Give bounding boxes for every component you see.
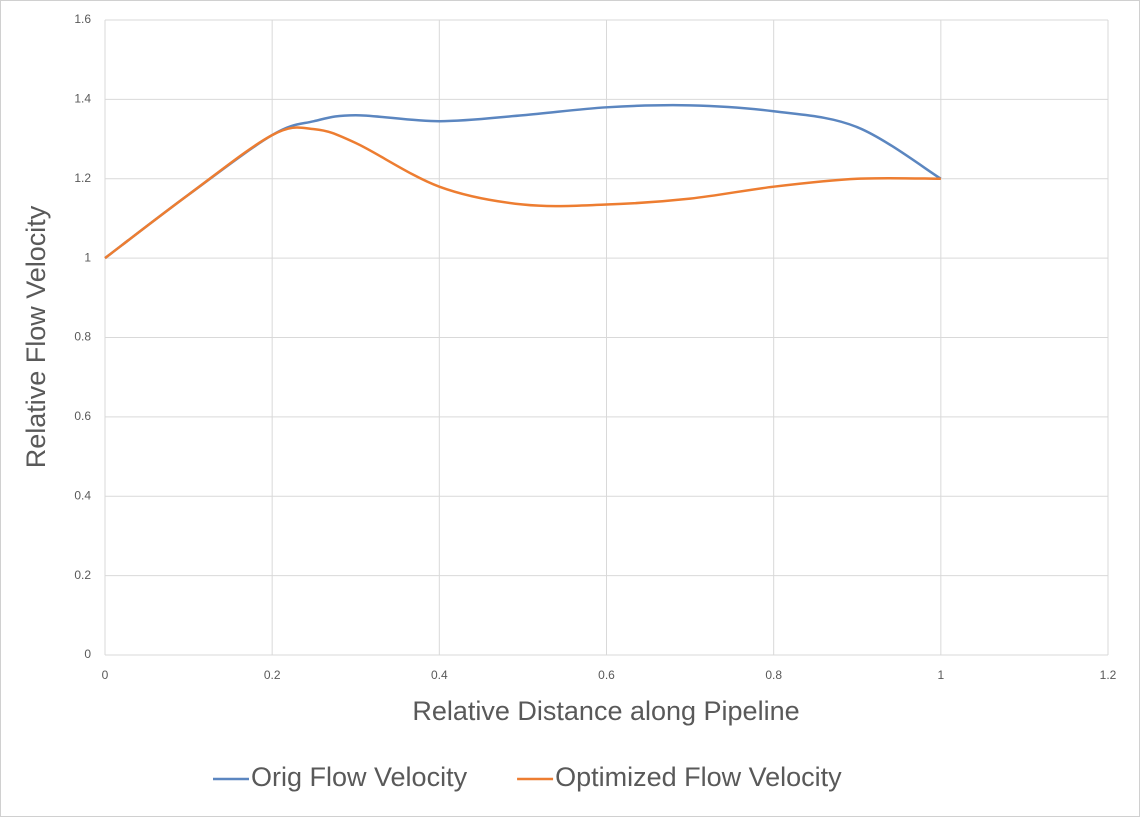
y-tick-label: 0 bbox=[84, 647, 91, 661]
y-tick-label: 0.4 bbox=[74, 488, 91, 502]
y-tick-label: 0.8 bbox=[74, 330, 91, 344]
x-tick-label: 0.2 bbox=[264, 668, 281, 682]
x-tick-label: 1.2 bbox=[1100, 668, 1117, 682]
y-tick-label: 0.2 bbox=[74, 568, 91, 582]
legend-label: Orig Flow Velocity bbox=[251, 762, 468, 792]
legend-label: Optimized Flow Velocity bbox=[555, 762, 842, 792]
y-tick-label: 0.6 bbox=[74, 409, 91, 423]
x-tick-label: 0 bbox=[102, 668, 109, 682]
y-tick-label: 1.2 bbox=[74, 171, 91, 185]
x-tick-label: 0.6 bbox=[598, 668, 615, 682]
y-tick-label: 1.4 bbox=[74, 92, 91, 106]
x-tick-label: 0.8 bbox=[765, 668, 782, 682]
series-line bbox=[104, 126, 941, 260]
y-tick-label: 1 bbox=[84, 250, 91, 264]
x-tick-label: 1 bbox=[937, 668, 944, 682]
x-axis-title: Relative Distance along Pipeline bbox=[412, 696, 799, 726]
x-tick-label: 0.4 bbox=[431, 668, 448, 682]
y-axis-title: Relative Flow Velocity bbox=[21, 205, 51, 468]
y-tick-label: 1.6 bbox=[74, 12, 91, 26]
